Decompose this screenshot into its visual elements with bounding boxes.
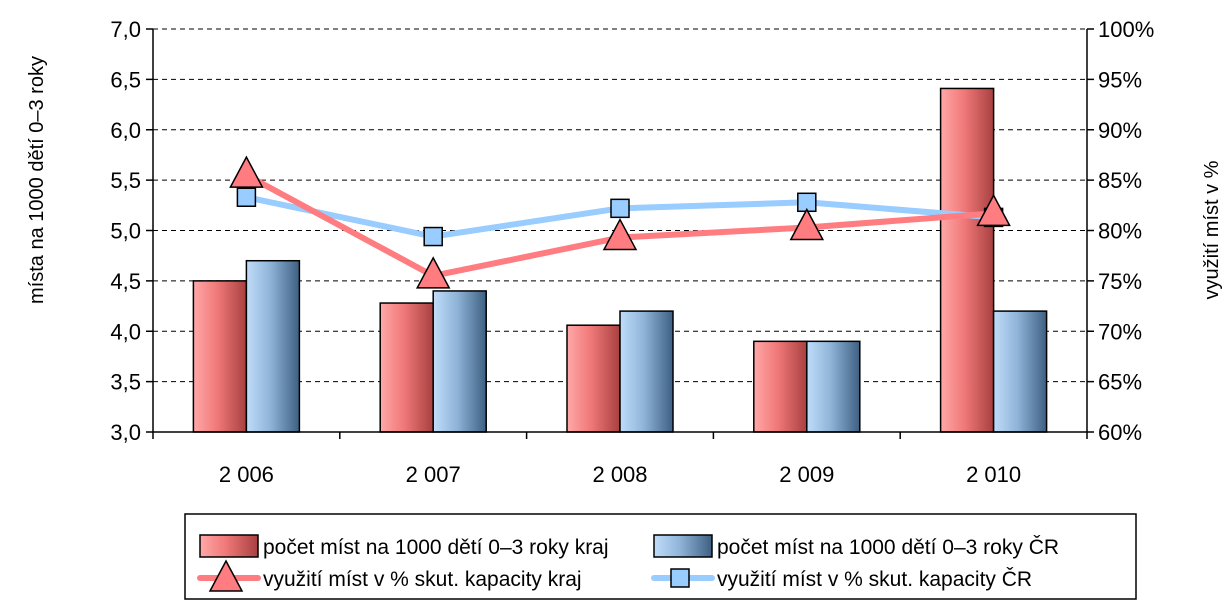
y2-tick-label: 70%	[1098, 319, 1142, 344]
y-tick-label: 5,0	[110, 219, 141, 244]
line-series	[229, 155, 1011, 289]
bar-kraj	[939, 87, 995, 433]
point-kraj	[789, 207, 825, 241]
bar-kraj	[566, 324, 621, 433]
y-tick-label: 3,5	[110, 370, 141, 395]
legend-swatch	[199, 534, 259, 558]
bar-kraj	[192, 280, 248, 433]
y-tick-label: 4,0	[110, 319, 141, 344]
y-tick-label: 3,0	[110, 420, 141, 445]
y2-axis-title: využití míst v %	[1201, 160, 1223, 299]
point-kraj	[415, 256, 451, 289]
legend-label: počet míst na 1000 dětí 0–3 roky ČR	[717, 536, 1059, 559]
point-cr	[423, 226, 443, 247]
bar-cr	[992, 310, 1048, 433]
y2-tick-label: 100%	[1098, 17, 1154, 42]
legend-swatch	[653, 534, 713, 558]
y2-tick-label: 65%	[1098, 370, 1142, 395]
legend-marker	[208, 559, 244, 592]
legend: počet míst na 1000 dětí 0–3 roky kraj poč…	[184, 513, 1137, 600]
y-tick-label: 6,5	[110, 67, 141, 92]
y2-tick-label: 85%	[1098, 168, 1142, 193]
y-tick-label: 5,5	[110, 168, 141, 193]
bar-kraj	[379, 302, 434, 433]
y-tick-label: 4,5	[110, 269, 141, 294]
bar-cr	[806, 340, 861, 433]
tick-labels: 3,0 3,5 4,0 4,5 5,0 5,5 6,0 6,5 7,0 60% 65% 70% 75% 8…	[110, 17, 1154, 487]
bar-series	[192, 87, 1048, 433]
y2-tick-label: 90%	[1098, 118, 1142, 143]
legend-marker	[670, 568, 690, 588]
gridlines	[153, 28, 1087, 383]
x-tick-label: 2 006	[219, 462, 274, 487]
y2-tick-label: 75%	[1098, 269, 1142, 294]
bar-kraj	[753, 340, 808, 433]
point-cr	[610, 198, 630, 219]
legend-label: počet míst na 1000 dětí 0–3 roky kraj	[263, 536, 609, 559]
x-tick-label: 2 010	[966, 462, 1021, 487]
point-kraj	[229, 155, 264, 188]
bar-cr	[432, 290, 487, 433]
axes	[146, 28, 1094, 439]
y-tick-label: 6,0	[110, 118, 141, 143]
point-kraj	[602, 217, 638, 251]
y-axis-title: místa na 1000 dětí 0–3 roky	[26, 56, 48, 304]
y2-tick-label: 80%	[1098, 219, 1142, 244]
x-tick-label: 2 007	[406, 462, 461, 487]
legend-label: využití míst v % skut. kapacity kraj	[263, 568, 582, 591]
legend-label: využití míst v % skut. kapacity ČR	[717, 568, 1032, 591]
point-kraj	[976, 193, 1011, 227]
x-tick-label: 2 008	[592, 462, 647, 487]
y2-tick-label: 95%	[1098, 67, 1142, 92]
bar-cr	[245, 259, 301, 433]
y-tick-label: 7,0	[110, 17, 141, 42]
point-cr	[236, 187, 257, 208]
bar-cr	[619, 310, 674, 433]
y2-tick-label: 60%	[1098, 420, 1142, 445]
x-tick-label: 2 009	[779, 462, 834, 487]
